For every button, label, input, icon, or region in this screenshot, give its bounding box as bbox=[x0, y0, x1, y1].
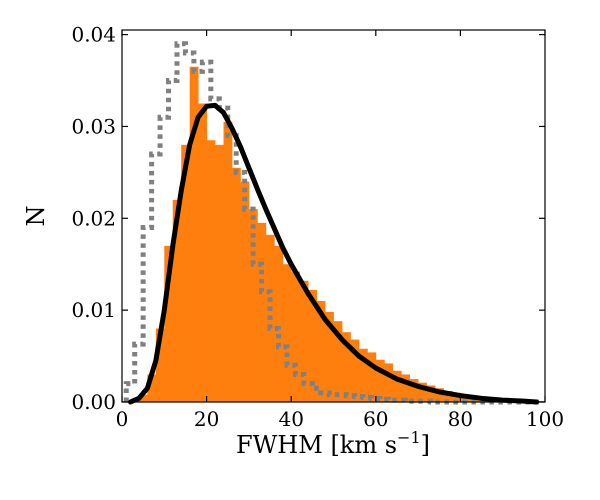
fit-curve-line bbox=[127, 102, 540, 405]
histogram-bar bbox=[231, 167, 241, 402]
histogram-bars bbox=[130, 66, 546, 403]
histogram-bar bbox=[138, 394, 148, 402]
x-tick-label: 20 bbox=[194, 407, 219, 431]
histogram-bar bbox=[426, 385, 436, 402]
y-tick-label: 0.04 bbox=[71, 23, 116, 47]
histogram-bar bbox=[358, 348, 368, 402]
histogram-bar bbox=[333, 321, 343, 402]
histogram-bar bbox=[274, 245, 284, 402]
comparison-dotted-step-line bbox=[123, 41, 541, 405]
histogram-bar bbox=[384, 363, 394, 402]
axes-frame bbox=[121, 29, 546, 403]
histogram-bar bbox=[443, 390, 453, 402]
histogram-bar bbox=[181, 144, 191, 402]
histogram-bar bbox=[409, 379, 419, 402]
histogram-bar bbox=[198, 103, 207, 403]
y-tick-label: 0.00 bbox=[71, 390, 116, 414]
histogram-bar bbox=[206, 140, 216, 402]
histogram-bar bbox=[257, 222, 267, 402]
histogram-bar bbox=[215, 144, 224, 402]
histogram-bar bbox=[435, 388, 444, 402]
histogram-bar bbox=[350, 339, 360, 402]
histogram-bar bbox=[223, 121, 233, 402]
histogram-bar bbox=[392, 370, 402, 402]
y-tick-label: 0.02 bbox=[71, 206, 116, 230]
histogram-bar bbox=[401, 374, 411, 402]
x-tick-label: 80 bbox=[448, 407, 473, 431]
histogram-bar bbox=[367, 352, 377, 402]
y-axis-label: N bbox=[22, 206, 50, 227]
y-tick-label: 0.03 bbox=[71, 114, 116, 138]
x-tick-label: 0 bbox=[116, 407, 129, 431]
histogram-bar bbox=[325, 311, 334, 402]
y-axis-ticks: 0.00 0.01 0.02 0.03 0.04 bbox=[71, 23, 545, 414]
histogram-bar bbox=[299, 280, 309, 402]
histogram-bar bbox=[164, 245, 174, 402]
y-tick-label: 0.01 bbox=[71, 298, 116, 322]
histogram-bar bbox=[189, 66, 199, 403]
histogram-bar bbox=[147, 374, 157, 402]
x-tick-label: 60 bbox=[363, 407, 388, 431]
histogram-bar bbox=[248, 209, 258, 402]
histogram-bar bbox=[240, 181, 250, 402]
histogram-bar bbox=[155, 328, 165, 402]
x-axis-ticks: 0 20 40 60 80 100 bbox=[116, 30, 564, 431]
histogram-bar bbox=[418, 382, 427, 402]
x-tick-label: 100 bbox=[526, 407, 564, 431]
histogram-bar bbox=[308, 289, 317, 402]
histogram-bar bbox=[282, 264, 292, 402]
histogram-bar bbox=[291, 271, 301, 402]
plot-area bbox=[123, 41, 546, 405]
x-tick-label: 40 bbox=[278, 407, 303, 431]
histogram-bar bbox=[316, 300, 326, 402]
x-axis-label: FWHM [km s−1] bbox=[236, 428, 430, 459]
histogram-bar bbox=[172, 199, 182, 402]
histogram-bar bbox=[341, 332, 351, 402]
histogram-bar bbox=[375, 359, 385, 402]
